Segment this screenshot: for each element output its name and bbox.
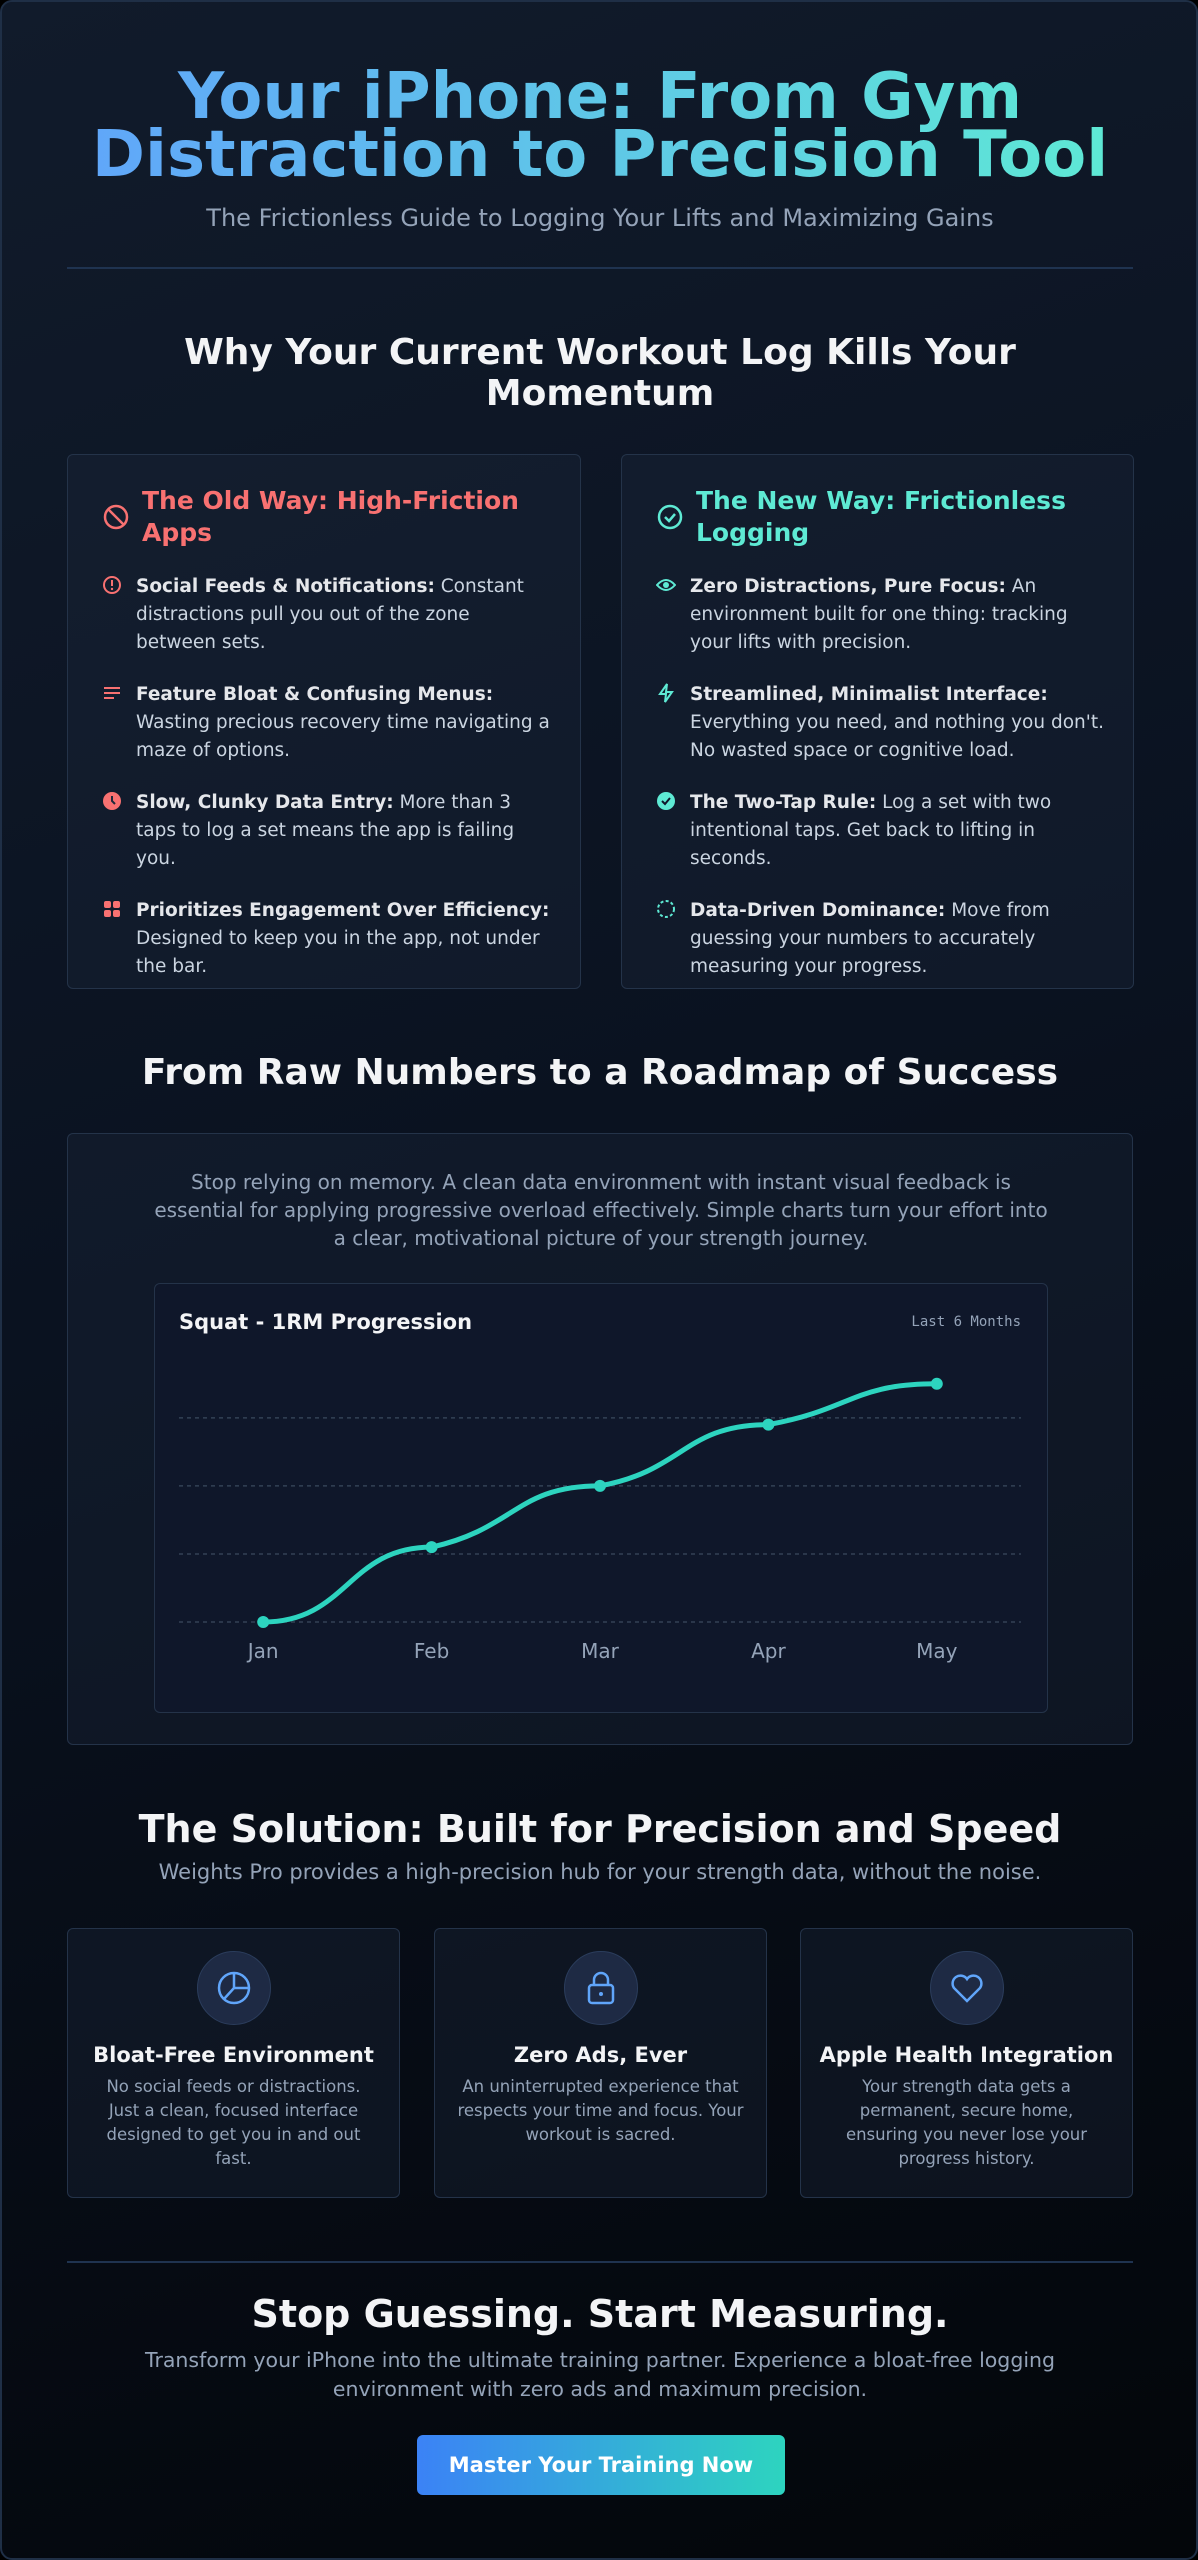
icon	[929, 1951, 1004, 2025]
cta-heading: Stop Guessing. Start Measuring.	[251, 2292, 949, 2336]
chart-subtitle: Last 6 Months	[911, 1314, 1021, 1330]
divider	[67, 2261, 1133, 2263]
item-icon	[657, 900, 675, 918]
data-line	[260, 1381, 940, 1625]
feature-card: Zero Ads, Ever An uninterrupted experien…	[434, 1928, 767, 2198]
section-heading: Why Your Current Workout Log Kills Your …	[184, 332, 1016, 414]
item-text: The Two-Tap Rule: Log a set with two int…	[690, 789, 1105, 873]
item-text: Feature Bloat & Confusing Menus: Wasting…	[136, 681, 552, 765]
item-description: More than 3 taps to log a set means the …	[136, 792, 515, 869]
description: Stop relying on memory. A clean data env…	[154, 1170, 1048, 1250]
card-title: The Old Way: High-Friction Apps	[142, 486, 519, 547]
item-description: Log a set with two intentional taps. Get…	[690, 792, 1052, 869]
item-text: Zero Distractions, Pure Focus: An enviro…	[690, 573, 1105, 657]
item-icon	[656, 579, 676, 591]
icon-graphic	[217, 1971, 250, 2005]
feature-text: An uninterrupted experience that respect…	[457, 2077, 744, 2144]
item-text: Data-Driven Dominance: Move from guessin…	[690, 897, 1105, 981]
new-way-card: The New Way: Frictionless Logging Zero D…	[621, 454, 1134, 989]
item-list: Zero Distractions, Pure Focus: An enviro…	[656, 573, 1105, 1005]
icon	[563, 1951, 638, 2025]
list-item: Zero Distractions, Pure Focus: An enviro…	[656, 573, 1105, 657]
item-icon	[657, 792, 675, 810]
title-line: Distraction to Precision Tool	[91, 118, 1109, 192]
x-tick-label: Feb	[414, 1639, 449, 1663]
section-subtitle: Weights Pro provides a high-precision hu…	[158, 1860, 1042, 1884]
chart-card: Stop relying on memory. A clean data env…	[67, 1133, 1133, 1745]
feature-card: Bloat-Free Environment No social feeds o…	[67, 1928, 400, 2198]
old-way-card: The Old Way: High-Friction Apps Social F…	[67, 454, 581, 989]
cta-button[interactable]: Master Your Training Now	[417, 2435, 785, 2495]
item-text: Prioritizes Engagement Over Efficiency: …	[136, 897, 552, 981]
item-title: Prioritizes Engagement Over Efficiency:	[136, 900, 550, 921]
list-item: Feature Bloat & Confusing Menus: Wasting…	[102, 681, 552, 765]
cta-text: Transform your iPhone into the ultimate …	[144, 2348, 1056, 2401]
divider	[67, 267, 1133, 269]
card-title: The New Way: Frictionless Logging	[696, 486, 1066, 547]
list-item: Social Feeds & Notifications: Constant d…	[102, 573, 552, 657]
item-icon	[103, 576, 121, 594]
section-heading: The Solution: Built for Precision and Sp…	[138, 1807, 1062, 1851]
feature-title: Apple Health Integration	[819, 2043, 1114, 2067]
feature-text: No social feeds or distractions. Just a …	[106, 2077, 361, 2168]
list-item: Prioritizes Engagement Over Efficiency: …	[102, 897, 552, 981]
item-text: Streamlined, Minimalist Interface: Every…	[690, 681, 1105, 765]
icon-graphic	[587, 1971, 614, 2005]
subtitle: The Frictionless Guide to Logging Your L…	[206, 204, 994, 232]
item-description: Move from guessing your numbers to accur…	[690, 900, 1050, 977]
section-heading: From Raw Numbers to a Roadmap of Success	[141, 1052, 1059, 1093]
x-tick-label: Apr	[751, 1639, 786, 1663]
feature-title: Bloat-Free Environment	[93, 2043, 374, 2067]
item-title: Feature Bloat & Confusing Menus:	[136, 684, 494, 705]
item-title: Social Feeds & Notifications:	[136, 576, 435, 597]
item-icon	[104, 901, 120, 917]
icon-graphic	[950, 1974, 983, 2003]
list-item: The Two-Tap Rule: Log a set with two int…	[656, 789, 1105, 873]
item-description: Designed to keep you in the app, not und…	[136, 928, 540, 977]
feature-text: Your strength data gets a permanent, sec…	[845, 2077, 1088, 2168]
chart: Squat - 1RM Progression Last 6 Months Jan F…	[154, 1283, 1048, 1713]
item-text: Slow, Clunky Data Entry: More than 3 tap…	[136, 789, 552, 873]
data-point	[257, 1616, 270, 1628]
data-point	[930, 1377, 943, 1390]
item-list: Social Feeds & Notifications: Constant d…	[102, 573, 552, 1005]
page-title: Your iPhone: From Gym Distraction to Prec…	[67, 68, 1133, 184]
x-tick-label: Jan	[246, 1639, 279, 1663]
chart-title: Squat - 1RM Progression	[179, 1310, 472, 1334]
item-icon	[103, 792, 121, 810]
list-item: Data-Driven Dominance: Move from guessin…	[656, 897, 1105, 981]
item-title: Slow, Clunky Data Entry:	[136, 792, 394, 813]
feature-card: Apple Health Integration Your strength d…	[800, 1928, 1133, 2198]
data-point	[762, 1418, 775, 1431]
icon	[103, 504, 129, 530]
item-title: Data-Driven Dominance:	[690, 900, 946, 921]
x-tick-label: May	[916, 1639, 958, 1663]
list-item: Slow, Clunky Data Entry: More than 3 tap…	[102, 789, 552, 873]
icon	[657, 504, 683, 530]
list-item: Streamlined, Minimalist Interface: Every…	[656, 681, 1105, 765]
item-description: An environment built for one thing: trac…	[690, 576, 1068, 653]
icon	[196, 1951, 271, 2025]
x-tick-label: Mar	[581, 1639, 620, 1663]
data-point	[425, 1541, 438, 1554]
item-description: Wasting precious recovery time navigatin…	[136, 712, 550, 761]
feature-title: Zero Ads, Ever	[513, 2043, 688, 2067]
item-title: The Two-Tap Rule:	[690, 792, 877, 813]
item-description: Everything you need, and nothing you don…	[690, 712, 1104, 761]
item-text: Social Feeds & Notifications: Constant d…	[136, 573, 552, 657]
item-title: Streamlined, Minimalist Interface:	[690, 684, 1048, 705]
data-point	[594, 1479, 606, 1492]
item-description: Constant distractions pull you out of th…	[136, 576, 524, 653]
item-icon	[104, 687, 120, 699]
item-title: Zero Distractions, Pure Focus:	[690, 576, 1006, 597]
item-icon	[658, 683, 674, 703]
